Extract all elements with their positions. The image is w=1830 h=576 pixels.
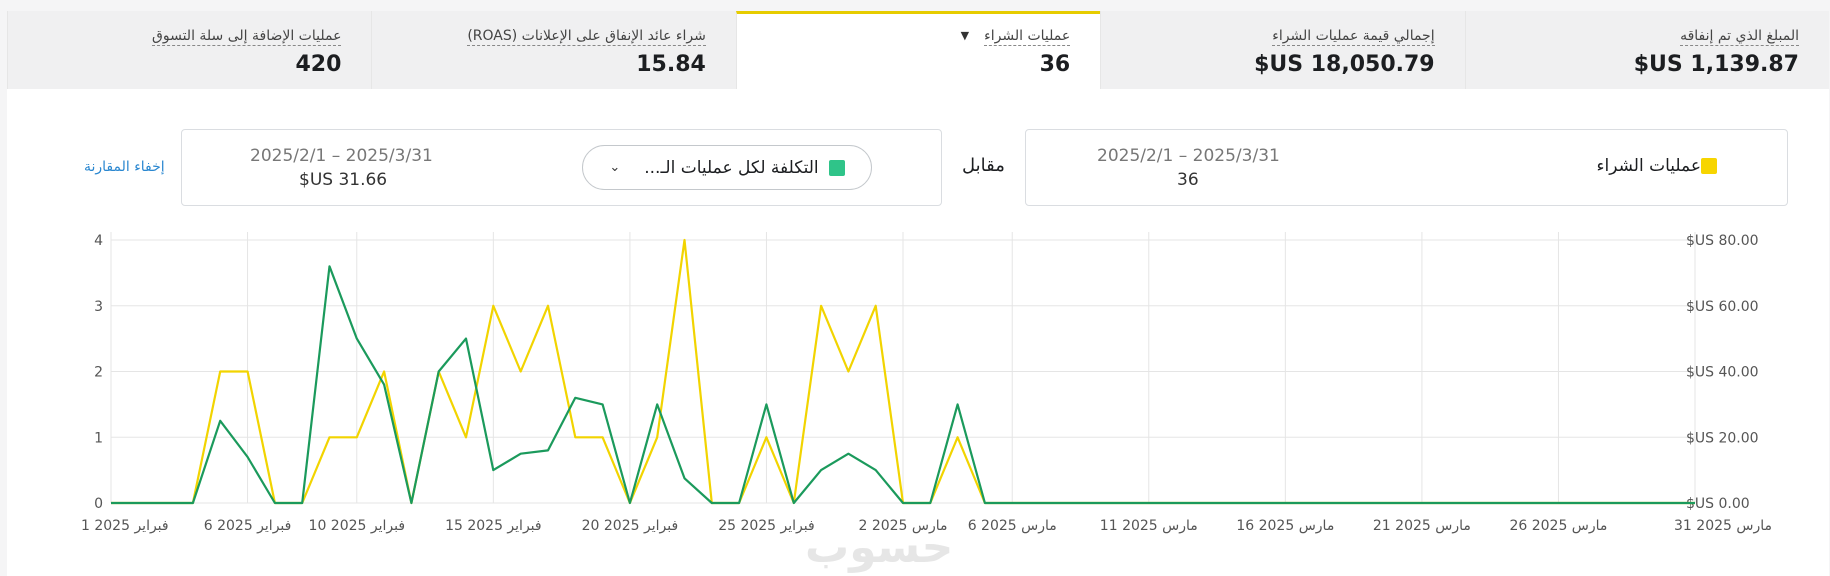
y-right-tick-label: $US 20.00 — [1686, 430, 1759, 446]
x-tick-label: 21 مارس 2025 — [1373, 518, 1471, 534]
versus-label: مقابل — [962, 155, 1005, 176]
y-right-tick-label: $US 40.00 — [1686, 365, 1759, 381]
primary-date-range: 2025/2/1 – 2025/3/31 — [1097, 146, 1280, 166]
x-tick-label: 11 مارس 2025 — [1100, 518, 1198, 534]
metrics-bar: المبلغ الذي تم إنفاقه $US 1,139.87 إجمال… — [7, 11, 1829, 89]
y-left-tick-label: 0 — [94, 496, 103, 512]
metric-label: عمليات الشراء — [984, 28, 1071, 46]
x-tick-label: 6 مارس 2025 — [968, 518, 1057, 534]
x-tick-label: 15 فبراير 2025 — [445, 518, 542, 534]
x-tick-label: 1 فبراير 2025 — [81, 518, 169, 534]
x-tick-label: 16 مارس 2025 — [1236, 518, 1334, 534]
primary-value: 36 — [1177, 170, 1199, 190]
x-tick-label: 2 مارس 2025 — [858, 518, 947, 534]
metric-value: $US 1,139.87 — [1633, 52, 1799, 77]
y-right-tick-label: $US 60.00 — [1686, 299, 1759, 315]
x-tick-label: 31 مارس 2025 — [1674, 518, 1772, 534]
primary-legend: عمليات الشراء — [1597, 156, 1717, 176]
x-tick-label: 6 فبراير 2025 — [204, 518, 292, 534]
metric-tab-amount-spent[interactable]: المبلغ الذي تم إنفاقه $US 1,139.87 — [1464, 11, 1829, 89]
y-left-tick-label: 1 — [94, 430, 103, 446]
secondary-date-range: 2025/2/1 – 2025/3/31 — [250, 146, 433, 166]
metric-label: شراء عائد الإنفاق على الإعلانات (ROAS) — [467, 28, 706, 46]
watermark-logo: حسوب — [805, 522, 954, 573]
y-left-tick-label: 2 — [94, 365, 103, 381]
primary-metric-name: عمليات الشراء — [1596, 156, 1701, 176]
x-tick-label: 25 فبراير 2025 — [718, 518, 815, 534]
metric-value: 420 — [295, 52, 342, 77]
series-line-cost-per-purchase — [111, 265, 1695, 505]
primary-color-swatch — [1701, 158, 1717, 174]
y-right-tick-label: $US 0.00 — [1686, 496, 1750, 512]
metric-label: إجمالي قيمة عمليات الشراء — [1272, 28, 1435, 46]
x-tick-label: 20 فبراير 2025 — [582, 518, 679, 534]
x-tick-label: 10 فبراير 2025 — [309, 518, 406, 534]
y-right-tick-label: $US 80.00 — [1686, 233, 1759, 249]
secondary-value: $US 31.66 — [299, 170, 388, 190]
x-tick-label: 26 مارس 2025 — [1509, 518, 1607, 534]
metric-value: $US 18,050.79 — [1254, 52, 1435, 77]
metric-tab-purchases-value[interactable]: إجمالي قيمة عمليات الشراء $US 18,050.79 — [1100, 11, 1464, 89]
metric-value: 36 — [1039, 52, 1071, 77]
metric-label: عمليات الإضافة إلى سلة التسوق — [152, 28, 342, 46]
metric-tab-roas[interactable]: شراء عائد الإنفاق على الإعلانات (ROAS) 1… — [371, 11, 735, 89]
y-left-tick-label: 3 — [94, 299, 103, 315]
metric-tab-purchases[interactable]: عمليات الشراء ▼ 36 — [735, 11, 1101, 89]
secondary-metric-box: التكلفة لكل عمليات الـ... ⌄ 2025/2/1 – 2… — [181, 129, 942, 206]
secondary-metric-dropdown[interactable]: التكلفة لكل عمليات الـ... ⌄ — [582, 145, 872, 190]
secondary-metric-name: التكلفة لكل عمليات الـ... — [644, 157, 819, 178]
metric-label: المبلغ الذي تم إنفاقه — [1680, 28, 1799, 46]
hide-comparison-link[interactable]: إخفاء المقارنة — [84, 159, 165, 175]
caret-down-icon[interactable]: ▼ — [960, 29, 970, 42]
secondary-color-swatch — [828, 159, 845, 176]
metric-value: 15.84 — [636, 52, 706, 77]
y-left-tick-label: 4 — [94, 233, 103, 249]
primary-metric-box: عمليات الشراء 2025/2/1 – 2025/3/31 36 — [1025, 129, 1788, 206]
metric-tab-add-to-cart[interactable]: عمليات الإضافة إلى سلة التسوق 420 — [7, 11, 371, 89]
chevron-down-icon: ⌄ — [609, 160, 621, 175]
